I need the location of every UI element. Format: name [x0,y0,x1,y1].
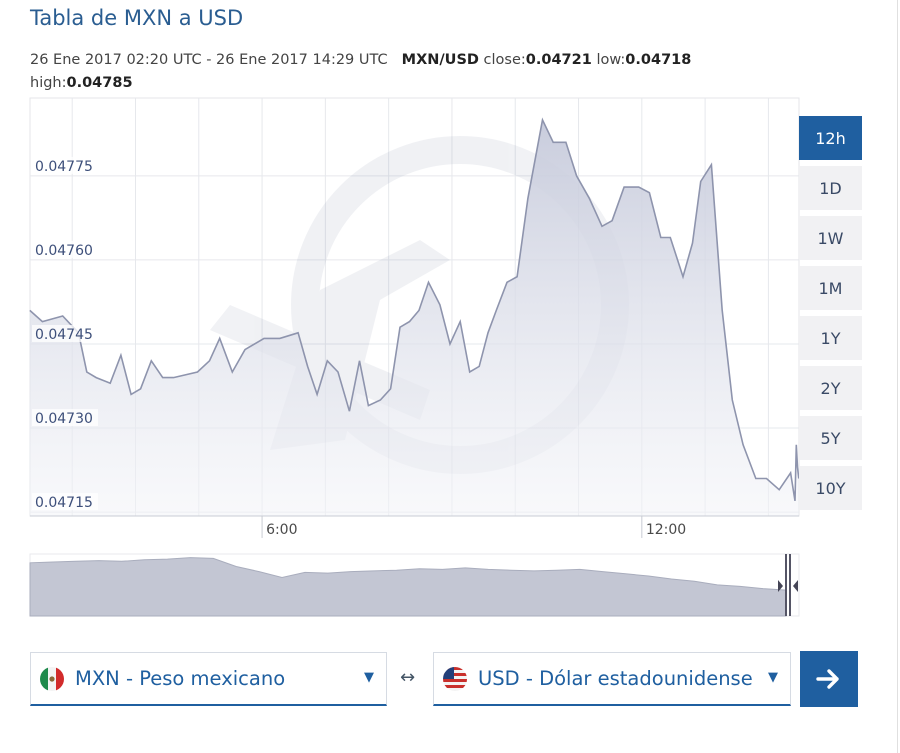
to-currency-select[interactable]: USD - Dólar estadounidense ▼ [433,652,791,706]
range-button-1w[interactable]: 1W [799,216,862,260]
x-tick-label: 6:00 [266,522,297,538]
swap-currencies-icon[interactable]: ↔ [400,667,416,688]
to-currency-label: USD - Dólar estadounidense [478,667,753,690]
y-tick-label-bg [32,240,98,258]
range-button-1y[interactable]: 1Y [799,316,862,360]
page-divider [897,0,898,753]
y-tick-label-bg [32,324,98,342]
y-tick-label-bg [32,493,98,511]
navigator-handle[interactable] [778,554,798,616]
from-currency-label: MXN - Peso mexicano [75,667,286,690]
high-value: 0.04785 [66,75,133,91]
range-button-1d[interactable]: 1D [799,166,862,210]
range-button-10y[interactable]: 10Y [799,466,862,510]
from-currency-select[interactable]: MXN - Peso mexicano ▼ [30,652,387,706]
exchange-rate-chart[interactable]: 0.04715 0.04730 0.04745 0.04760 0.04775 6:00… [0,0,900,640]
y-tick-label: 0.04745 [35,327,93,343]
time-range: 26 Ene 2017 02:20 UTC - 26 Ene 2017 14:2… [30,52,388,68]
navigator-area[interactable] [29,557,787,617]
close-value: 0.04721 [525,52,592,68]
range-buttons: 12h 1D 1W 1M 1Y 2Y 5Y 10Y [799,116,862,516]
range-button-5y[interactable]: 5Y [799,416,862,460]
page-title: Tabla de MXN a USD [30,6,244,30]
chevron-down-icon: ▼ [364,670,374,685]
range-button-1m[interactable]: 1M [799,266,862,310]
y-tick-label-bg [32,409,98,427]
range-button-2y[interactable]: 2Y [799,366,862,410]
series-line [29,117,800,502]
convert-button[interactable] [800,651,858,707]
arrow-right-icon [816,669,839,689]
high-label: high: [30,75,67,91]
mexico-flag-icon [40,666,64,691]
y-tick-label: 0.04775 [35,159,93,175]
chart-info: 26 Ene 2017 02:20 UTC - 26 Ene 2017 14:2… [30,49,810,95]
y-tick-label: 0.04715 [35,495,93,511]
chevron-down-icon: ▼ [768,670,778,685]
usa-flag-icon [443,666,467,691]
x-tick-label: 12:00 [646,522,686,538]
currency-pair: MXN/USD [401,52,479,68]
low-value: 0.04718 [625,52,692,68]
y-tick-label: 0.04730 [35,411,93,427]
area-fill [29,119,799,517]
y-tick-label: 0.04760 [35,243,93,259]
close-label: close: [483,52,526,68]
y-tick-label-bg [32,156,98,174]
range-button-12h[interactable]: 12h [799,116,862,160]
low-label: low: [596,52,626,68]
